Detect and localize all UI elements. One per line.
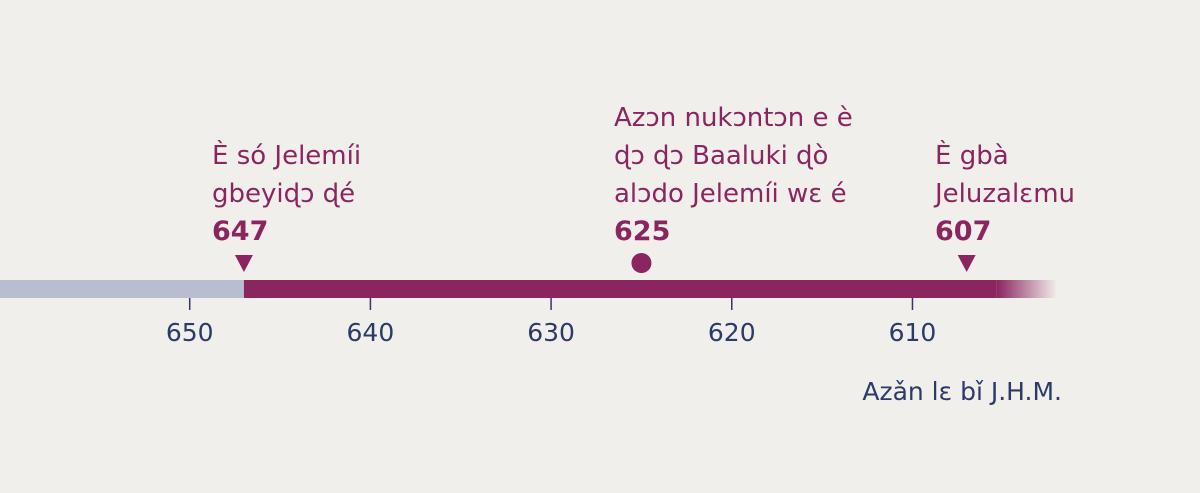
timeline-period [243,280,997,298]
event-year: 647 [212,216,268,247]
x-tick-label: 650 [166,318,214,347]
timeline-fade [996,280,1057,298]
event-marker [234,255,253,272]
event-label: È gbà [935,139,1009,171]
timeline-before [0,280,244,298]
event-label: alɔdo Jelemíi wɛ é [614,179,847,209]
event-label: ɖɔ ɖɔ Baaluki ɖò [614,141,828,171]
event-year: 625 [614,216,670,247]
event-year: 607 [935,216,991,247]
x-tick-label: 640 [347,318,395,347]
event-label: Jeluzalɛmu [933,179,1075,209]
event-label: Azɔn nukɔntɔn e è [614,103,853,133]
x-tick-label: 610 [889,318,937,347]
x-tick-label: 630 [527,318,575,347]
event-marker [957,255,976,272]
x-tick-label: 620 [708,318,756,347]
event-label: gbeyiɖɔ ɖé [212,179,355,209]
event-label: È só Jelemíi [212,139,361,171]
axis-label: Azǎn lɛ bǐ J.H.M. [862,377,1062,406]
event-marker [631,253,652,273]
